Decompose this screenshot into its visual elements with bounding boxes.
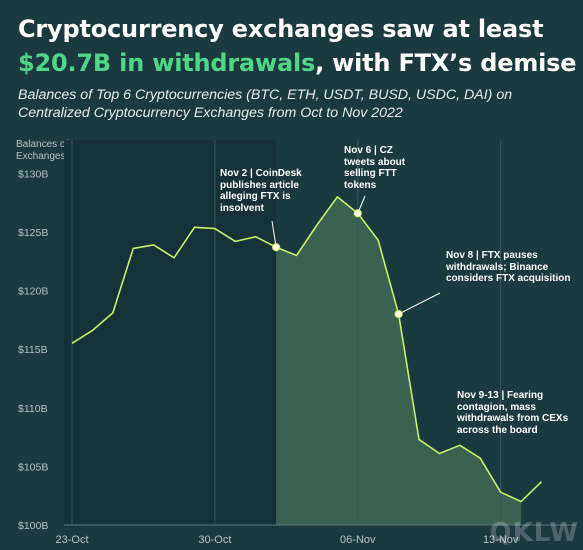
x-tick-label-1: 30-Oct	[198, 534, 231, 546]
y-tick-label-6: $130B	[18, 168, 48, 180]
annotation-leader-0	[271, 220, 277, 248]
annotation-nov6: Nov 6 | CZ tweets about selling FTT toke…	[344, 145, 406, 191]
chart-title: Cryptocurrency exchanges saw at least $2…	[18, 12, 578, 80]
y-tick-label-4: $120B	[18, 286, 48, 298]
chart-subtitle: Balances of Top 6 Cryptocurrencies (BTC,…	[18, 87, 513, 121]
y-tick-label-5: $125B	[18, 227, 48, 239]
x-tick-label-3: 13-Nov	[483, 534, 519, 546]
title-line1: Cryptocurrency exchanges saw at least	[18, 15, 544, 43]
annotation-leader-2	[398, 292, 441, 315]
series-line	[71, 196, 543, 503]
y-tick-label-3: $115B	[18, 344, 48, 356]
annotation-marker-2	[394, 309, 403, 319]
title-rest: , with FTX’s demise	[315, 49, 577, 77]
y-tick-label-0: $100B	[18, 520, 48, 532]
annotation-nov9-13: Nov 9-13 | Fearing contagion, mass withd…	[457, 390, 569, 436]
x-tick-label-0: 23-Oct	[55, 534, 88, 546]
watermark-logo: QKLW	[489, 518, 579, 548]
title-accent: $20.7B in withdrawals	[18, 49, 316, 77]
annotation-nov8: Nov 8 | FTX pauses withdrawals; Binance …	[446, 250, 571, 284]
y-tick-label-1: $105B	[18, 461, 48, 473]
y-tick-label-2: $110B	[18, 403, 48, 415]
annotation-marker-0	[272, 243, 281, 252]
annotation-marker-1	[353, 209, 362, 218]
annotation-nov2: Nov 2 | CoinDesk publishes article alleg…	[220, 168, 302, 214]
y-axis-title: Balances of Exchanges	[16, 139, 69, 162]
plot-background	[64, 140, 277, 525]
shaded-area	[276, 196, 522, 525]
x-tick-label-2: 06-Nov	[340, 534, 376, 546]
